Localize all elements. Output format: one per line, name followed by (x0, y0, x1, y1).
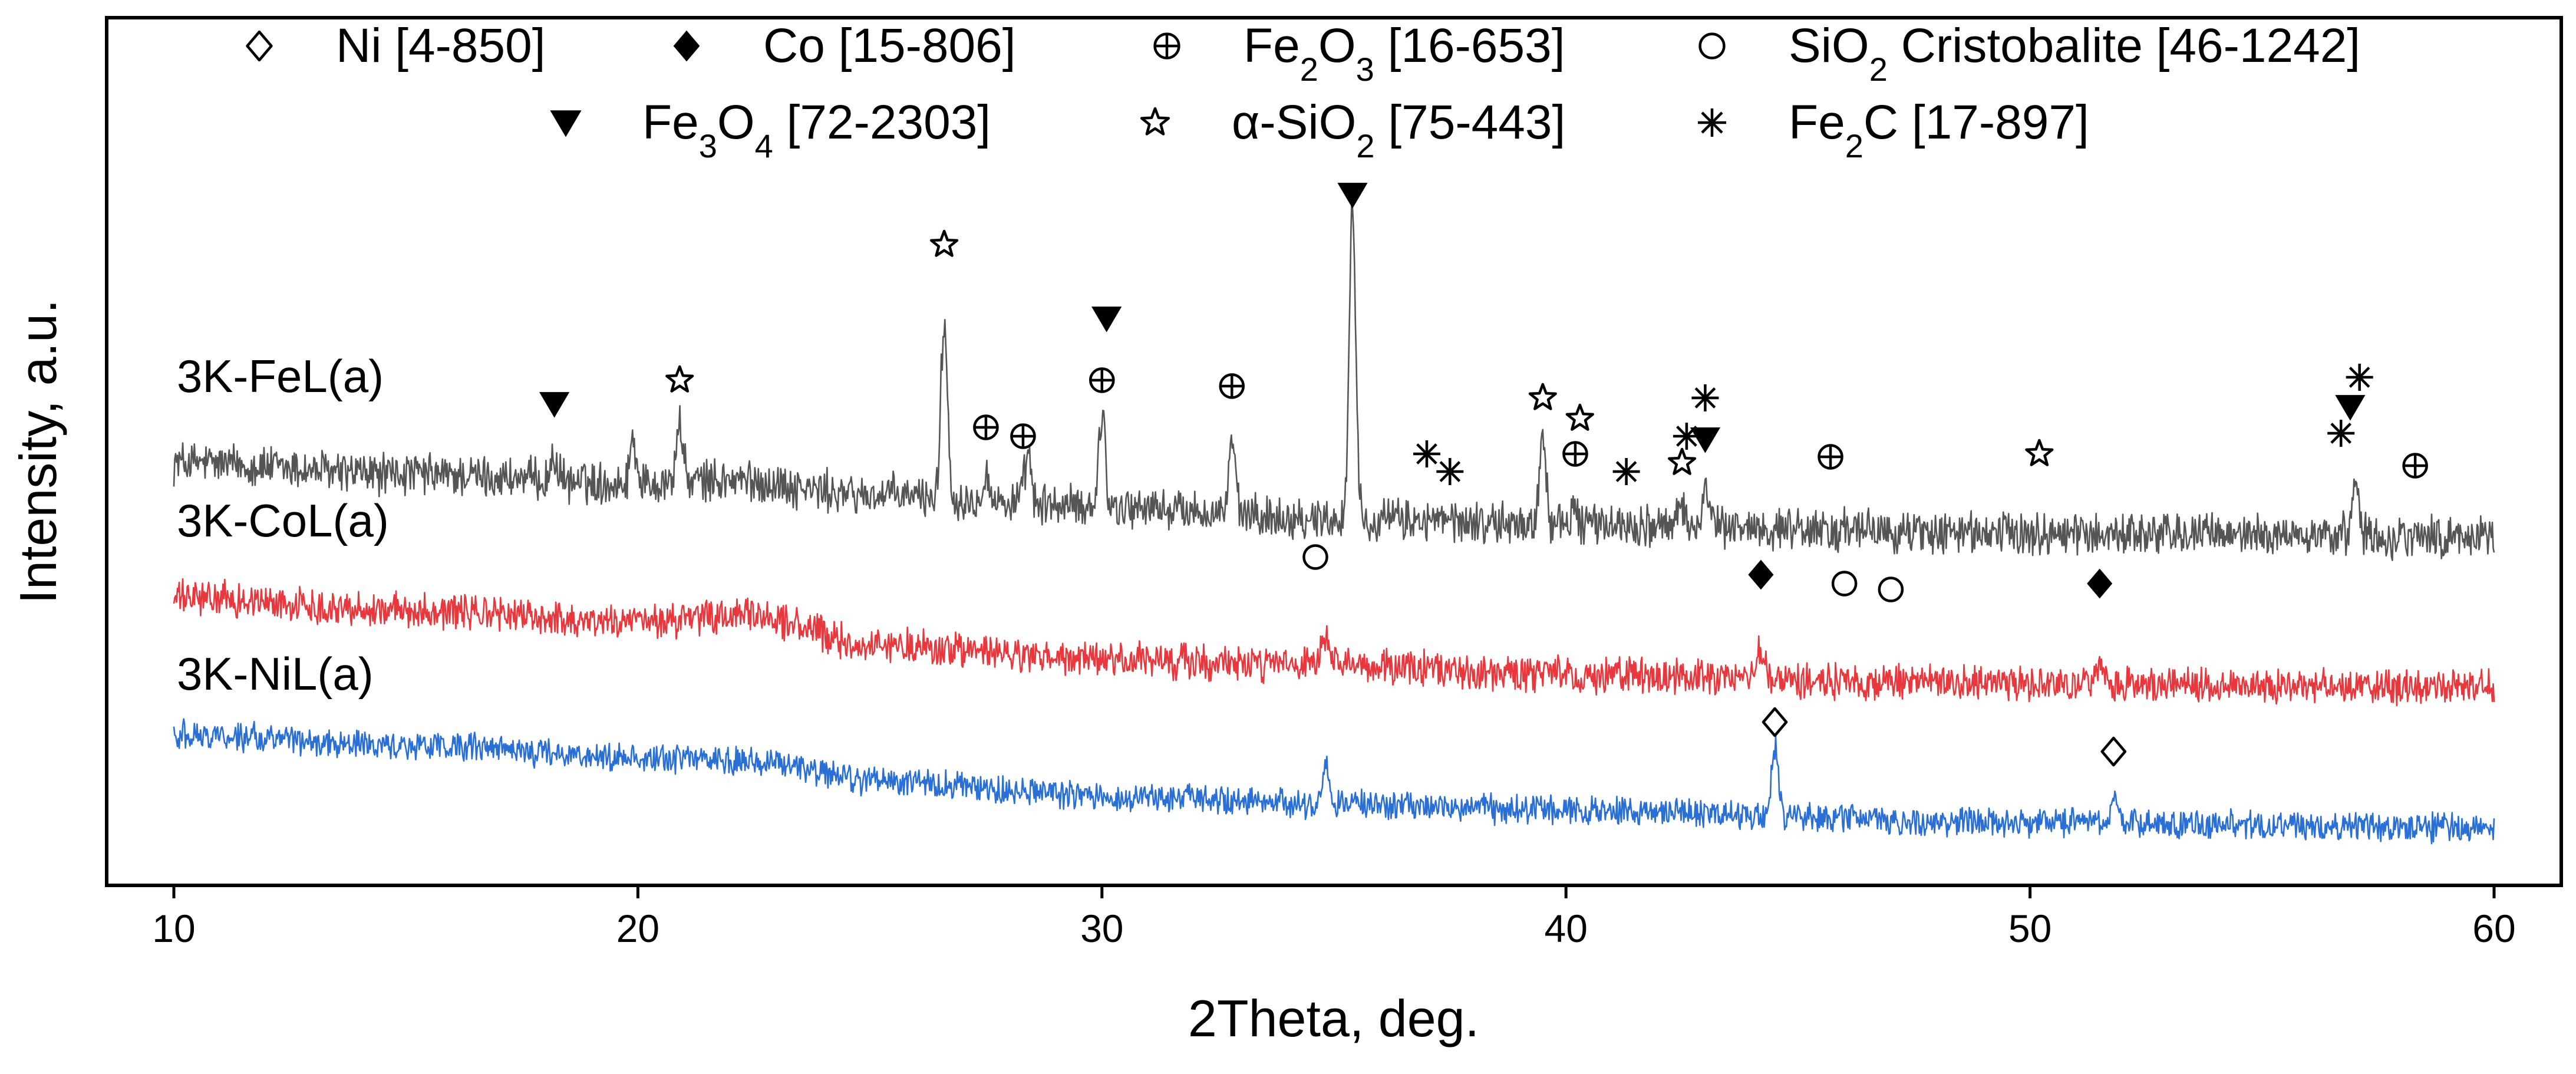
legend-entry-label: Fe2O3 [16-653] (1244, 19, 1565, 88)
series-labels: 3K-FeL(a) 3K-CoL(a) 3K-NiL(a) (177, 350, 389, 700)
peak-marker-asterisk (2327, 420, 2355, 447)
x-tick-label: 30 (1080, 907, 1123, 950)
peak-markers-layer (539, 183, 2428, 767)
legend-subscript: 2 (1356, 127, 1374, 164)
legend-name-part: Fe (642, 95, 699, 149)
trace-3k-nil-a (173, 718, 2495, 845)
peak-marker-circle-cross (973, 414, 999, 440)
legend-marker-diamond-filled (673, 30, 700, 62)
trace-3k-col-a (173, 578, 2495, 707)
legend-name-part: Fe (1789, 95, 1845, 149)
legend-card: [15-806] (825, 19, 1016, 73)
legend-subscript: 2 (1300, 51, 1318, 88)
peak-marker-triangle-down-filled (1091, 307, 1122, 332)
peak-marker-circle-cross (1818, 444, 1843, 470)
legend-subscript: 2 (1869, 51, 1888, 88)
peak-marker-diamond-filled (1748, 559, 1774, 590)
legend-subscript: 4 (755, 127, 773, 164)
legend-entry-label: SiO2 Cristobalite [46-1242] (1789, 19, 2360, 88)
peak-marker-triangle-down-filled (1337, 183, 1368, 209)
legend-marker-circle-open (1698, 32, 1726, 60)
peak-marker-asterisk (1413, 440, 1440, 467)
series-label: 3K-FeL(a) (177, 350, 384, 402)
legend-marker-circle-cross (1153, 32, 1180, 60)
traces-layer (173, 195, 2495, 845)
peak-marker-triangle-down-filled (2335, 395, 2366, 421)
peak-marker-asterisk (2346, 364, 2373, 391)
y-axis-label: Intensity, a.u. (9, 299, 67, 604)
legend-card: [17-897] (1898, 95, 2089, 149)
legend-name-part: O (717, 95, 755, 149)
peak-marker-triangle-down-filled (1690, 427, 1721, 453)
legend-marker-diamond-open (246, 30, 273, 62)
peak-marker-asterisk (1436, 458, 1464, 485)
x-tick-label: 60 (2472, 907, 2515, 950)
peak-marker-circle-open (1878, 576, 1904, 602)
legend: Ni [4-850] Co [15-806] Fe2O3 [16-653] SiO2 … (246, 19, 2360, 164)
legend-entry-label: Fe2C [17-897] (1789, 95, 2089, 164)
peak-marker-asterisk (1612, 458, 1640, 485)
legend-marker-triangle-down-filled (550, 110, 582, 137)
legend-marker-asterisk (1698, 108, 1726, 137)
x-tick-label: 10 (152, 907, 195, 950)
legend-name-part: Fe (1244, 19, 1300, 73)
legend-entry-label: α-SiO2 [75-443] (1232, 95, 1565, 164)
peak-marker-star-open (929, 229, 959, 257)
legend-entry-label: Ni [4-850] (336, 19, 546, 73)
legend-name-part: O (1318, 19, 1356, 73)
x-axis-ticks: 10 20 30 40 50 60 (152, 885, 2516, 950)
legend-card: [72-2303] (773, 95, 991, 149)
legend-card: [16-653] (1374, 19, 1565, 73)
peak-marker-star-open (2025, 439, 2054, 466)
plot-frame (105, 16, 2563, 887)
peak-marker-diamond-filled (2087, 568, 2113, 599)
peak-marker-asterisk (1691, 384, 1719, 411)
peak-marker-circle-cross (1010, 423, 1036, 449)
legend-name-part: Ni (336, 19, 381, 73)
peak-marker-star-open (665, 365, 694, 393)
trace-3k-fel-a (173, 195, 2495, 561)
legend-name-part: Cristobalite (1888, 19, 2143, 73)
legend-name-part: α-SiO (1232, 95, 1356, 149)
x-tick-label: 40 (1544, 907, 1587, 950)
legend-subscript: 2 (1845, 127, 1863, 164)
peak-marker-circle-open (1302, 544, 1328, 570)
x-axis-label: 2Theta, deg. (1188, 989, 1479, 1047)
series-label: 3K-CoL(a) (177, 495, 389, 546)
legend-marker-star-open (1140, 107, 1170, 136)
legend-name-part: Co (763, 19, 825, 73)
legend-subscript: 3 (1356, 51, 1374, 88)
legend-name-part: C (1863, 95, 1898, 149)
peak-marker-diamond-open (2100, 736, 2127, 767)
legend-entry-label: Co [15-806] (763, 19, 1016, 73)
peak-marker-star-open (1528, 383, 1557, 410)
peak-marker-circle-cross (2402, 453, 2428, 479)
x-tick-label: 50 (2008, 907, 2051, 950)
series-label: 3K-NiL(a) (177, 648, 374, 700)
legend-card: [46-1242] (2143, 19, 2360, 73)
legend-card: [4-850] (381, 19, 545, 73)
peak-marker-star-open (1667, 447, 1697, 475)
legend-entry-label: Fe3O4 [72-2303] (642, 95, 991, 164)
peak-marker-circle-cross (1089, 367, 1115, 393)
peak-marker-circle-cross (1219, 373, 1245, 399)
peak-marker-circle-cross (1562, 441, 1588, 467)
legend-name-part: SiO (1789, 19, 1869, 73)
legend-subscript: 3 (699, 127, 717, 164)
peak-marker-triangle-down-filled (539, 392, 570, 418)
legend-card: [75-443] (1375, 95, 1566, 149)
peak-marker-circle-open (1831, 571, 1858, 597)
peak-marker-star-open (1565, 403, 1594, 431)
x-tick-label: 20 (616, 907, 659, 950)
peak-marker-diamond-open (1762, 707, 1788, 737)
